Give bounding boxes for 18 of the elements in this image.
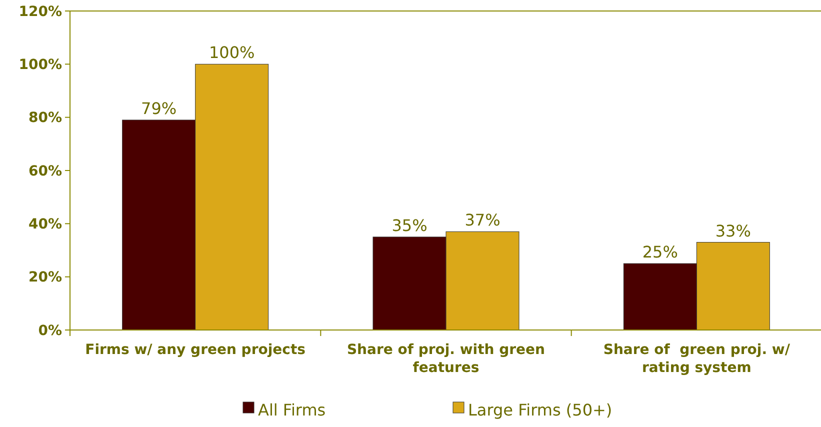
x-tick-label: Share of green proj. w/ rating system xyxy=(603,342,791,376)
y-tick-label: 20% xyxy=(28,270,62,286)
y-tick-label: 100% xyxy=(18,57,62,74)
y-tick-label: 80% xyxy=(28,110,62,126)
text: 35% xyxy=(392,216,428,235)
legend-label: All Firms xyxy=(258,400,326,420)
y-tick-label: 40% xyxy=(28,216,62,233)
y-tick-label: 120% xyxy=(18,4,62,20)
text: 37% xyxy=(464,210,500,230)
text: 33% xyxy=(715,221,751,240)
text: 100% xyxy=(208,43,255,62)
x-tick-label: Share of proj. with green features xyxy=(346,342,546,376)
y-tick-label: 60% xyxy=(28,163,62,180)
text: 79% xyxy=(141,98,177,118)
y-tick-label: 0% xyxy=(38,322,62,339)
x-tick-label: Firms w/ any green projects xyxy=(85,342,306,358)
text: 25% xyxy=(642,242,678,262)
legend-label: Large Firms (50+) xyxy=(468,400,612,420)
